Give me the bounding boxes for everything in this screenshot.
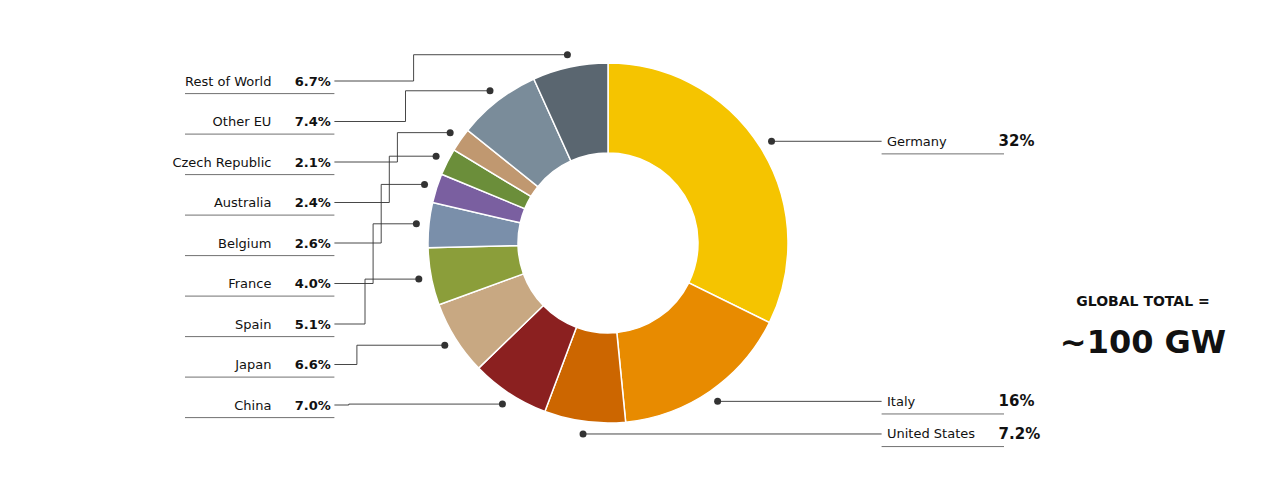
svg-text:2.1%: 2.1% (295, 155, 331, 170)
svg-text:Belgium: Belgium (218, 236, 271, 251)
svg-text:4.0%: 4.0% (295, 276, 331, 291)
svg-text:United States: United States (887, 426, 975, 441)
svg-text:Germany: Germany (887, 134, 947, 149)
svg-text:Rest of World: Rest of World (185, 74, 271, 89)
svg-text:France: France (228, 276, 271, 291)
svg-text:16%: 16% (999, 392, 1035, 410)
html-text:~100 GW: ~100 GW (1059, 323, 1227, 361)
svg-text:China: China (234, 398, 271, 413)
svg-text:Spain: Spain (235, 317, 271, 332)
svg-text:Czech Republic: Czech Republic (172, 155, 271, 170)
svg-text:2.6%: 2.6% (295, 236, 331, 251)
svg-text:Italy: Italy (887, 394, 916, 409)
svg-text:Australia: Australia (214, 195, 272, 210)
svg-text:6.6%: 6.6% (295, 357, 331, 372)
html-text:GLOBAL TOTAL =: GLOBAL TOTAL = (1076, 293, 1210, 309)
svg-text:Japan: Japan (234, 357, 271, 372)
svg-text:2.4%: 2.4% (295, 195, 331, 210)
svg-text:7.2%: 7.2% (999, 425, 1041, 443)
svg-text:7.0%: 7.0% (295, 398, 331, 413)
svg-text:Other EU: Other EU (213, 114, 272, 129)
svg-text:5.1%: 5.1% (295, 317, 331, 332)
svg-text:32%: 32% (999, 132, 1035, 150)
svg-text:6.7%: 6.7% (295, 74, 331, 89)
svg-text:7.4%: 7.4% (295, 114, 331, 129)
